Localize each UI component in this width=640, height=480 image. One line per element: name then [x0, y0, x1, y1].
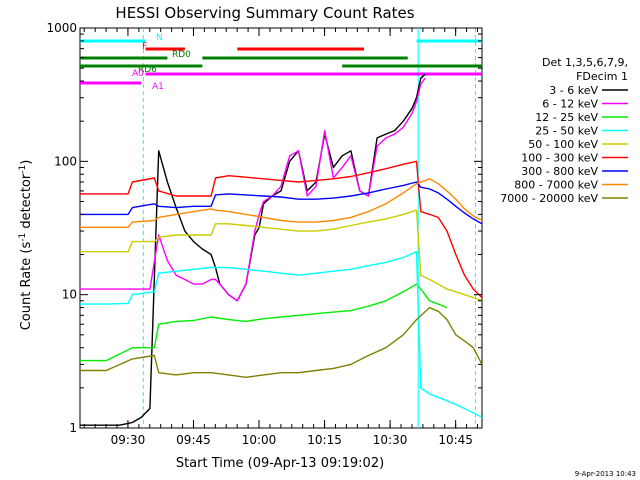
- y-axis-label-end: ): [19, 160, 34, 165]
- y-tick-label-0: 1: [69, 421, 77, 435]
- y-tick-label-3: 1000: [46, 21, 77, 35]
- series-line-7: [80, 178, 483, 229]
- legend-label-1: 6 - 12 keV: [542, 98, 598, 111]
- axes: 1 10 100 1000 09:30 09:45 10:00 10:15 10:30 10:45: [46, 21, 482, 447]
- x-axis-label: Start Time (09-Apr-13 09:19:02): [176, 456, 384, 471]
- series-layer: [80, 73, 483, 426]
- legend-label-2: 12 - 25 keV: [535, 111, 598, 124]
- legend-header-line-2: FDecim 1: [576, 70, 628, 83]
- legend-label-7: 800 - 7000 keV: [514, 179, 598, 192]
- footer-timestamp: 9-Apr-2013 10:43: [575, 470, 636, 478]
- y-axis-label-sup2: -1: [18, 165, 28, 174]
- legend-label-3: 25 - 50 keV: [535, 125, 598, 138]
- flag-label-rd0: RD0: [172, 50, 191, 60]
- series-line-8: [80, 306, 483, 378]
- legend-label-0: 3 - 6 keV: [549, 84, 598, 97]
- legend-label-6: 300 - 800 keV: [521, 165, 598, 178]
- flag-label-n: N: [156, 33, 163, 43]
- x-tick-label-0: 09:30: [111, 433, 146, 447]
- chart-title: HESSI Observing Summary Count Rates: [115, 4, 414, 22]
- series-line-6: [80, 181, 483, 225]
- flag-label-a1: A1: [152, 82, 164, 92]
- legend-label-8: 7000 - 20000 keV: [500, 192, 598, 205]
- y-axis-label-main: Count Rate (s: [19, 242, 34, 331]
- y-tick-label-1: 10: [62, 288, 77, 302]
- y-axis-label: Count Rate (s-1 detector-1): [18, 160, 34, 331]
- legend-header-line-1: Det 1,3,5,6,7,9,: [542, 56, 628, 69]
- series-line-5: [80, 160, 483, 299]
- series-line-4: [80, 209, 483, 302]
- legend-label-4: 50 - 100 keV: [528, 138, 598, 151]
- x-tick-label-2: 10:00: [242, 433, 277, 447]
- flag-label-f: F: [142, 42, 147, 52]
- x-tick-label-5: 10:45: [438, 433, 473, 447]
- series-line-1: [80, 77, 426, 302]
- y-tick-label-2: 100: [54, 154, 77, 168]
- y-axis-label-mid: detector: [19, 173, 34, 233]
- y-axis-label-sup1: -1: [18, 233, 28, 242]
- flag-label-a0: A0: [132, 69, 144, 79]
- x-tick-label-4: 10:30: [373, 433, 408, 447]
- flag-label-rd6: RD6: [138, 65, 157, 75]
- series-line-0: [80, 73, 426, 426]
- x-tick-label-3: 10:15: [307, 433, 342, 447]
- series-line-3: [80, 250, 483, 419]
- x-tick-label-1: 09:45: [176, 433, 211, 447]
- legend-label-5: 100 - 300 keV: [521, 152, 598, 165]
